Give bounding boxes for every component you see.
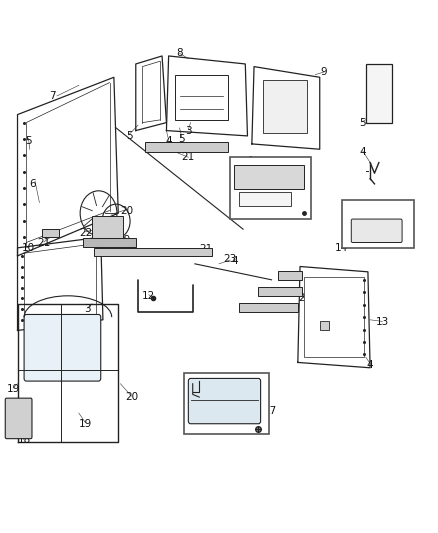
FancyBboxPatch shape <box>83 238 136 247</box>
Text: 6: 6 <box>29 179 36 189</box>
FancyBboxPatch shape <box>366 64 392 123</box>
Text: 3: 3 <box>185 126 192 135</box>
FancyBboxPatch shape <box>5 398 32 439</box>
Text: 21: 21 <box>37 238 50 247</box>
FancyBboxPatch shape <box>188 378 261 424</box>
Text: 7: 7 <box>49 91 56 101</box>
Text: 17: 17 <box>264 407 277 416</box>
Text: 20: 20 <box>125 392 138 402</box>
Text: 9: 9 <box>321 67 328 77</box>
Text: 10: 10 <box>22 243 35 253</box>
Text: 4: 4 <box>367 360 374 370</box>
Text: 15: 15 <box>226 374 239 383</box>
FancyBboxPatch shape <box>239 192 291 206</box>
FancyBboxPatch shape <box>230 157 311 219</box>
Text: 8: 8 <box>93 231 100 240</box>
Text: 11: 11 <box>186 248 199 258</box>
FancyBboxPatch shape <box>342 200 414 248</box>
Text: 3: 3 <box>84 304 91 314</box>
Text: 19: 19 <box>7 384 20 394</box>
Text: 21: 21 <box>298 294 311 303</box>
FancyBboxPatch shape <box>278 271 302 280</box>
Text: 5: 5 <box>178 134 185 143</box>
FancyBboxPatch shape <box>304 277 364 357</box>
Text: 20: 20 <box>120 206 134 215</box>
FancyBboxPatch shape <box>175 75 228 120</box>
Text: 19: 19 <box>79 419 92 429</box>
Text: 16: 16 <box>254 387 267 397</box>
Text: 23: 23 <box>223 254 237 263</box>
Text: 21: 21 <box>199 245 212 254</box>
FancyBboxPatch shape <box>258 287 302 296</box>
FancyBboxPatch shape <box>24 314 101 381</box>
FancyBboxPatch shape <box>145 142 228 152</box>
Text: 21: 21 <box>182 152 195 162</box>
Text: 4: 4 <box>231 256 238 266</box>
FancyBboxPatch shape <box>263 80 307 133</box>
Text: 19: 19 <box>118 235 131 245</box>
Text: 2: 2 <box>235 209 242 219</box>
Text: 5: 5 <box>126 131 133 141</box>
FancyBboxPatch shape <box>320 321 329 330</box>
FancyBboxPatch shape <box>184 373 269 434</box>
FancyBboxPatch shape <box>239 303 298 312</box>
Text: 5: 5 <box>25 136 32 146</box>
Text: 5: 5 <box>359 118 366 127</box>
Text: 4: 4 <box>88 315 95 325</box>
Text: 14: 14 <box>335 243 348 253</box>
Text: 18: 18 <box>18 435 31 445</box>
FancyBboxPatch shape <box>351 219 402 243</box>
Text: 1: 1 <box>248 156 255 166</box>
FancyBboxPatch shape <box>92 216 123 238</box>
FancyBboxPatch shape <box>94 248 212 256</box>
FancyBboxPatch shape <box>42 229 59 237</box>
Text: 13: 13 <box>376 318 389 327</box>
Text: 4: 4 <box>359 147 366 157</box>
FancyBboxPatch shape <box>234 165 304 189</box>
Text: 4: 4 <box>165 136 172 146</box>
Text: 8: 8 <box>176 49 183 58</box>
Text: 22: 22 <box>79 228 92 238</box>
Text: 12: 12 <box>142 291 155 301</box>
Text: 18: 18 <box>125 244 138 253</box>
